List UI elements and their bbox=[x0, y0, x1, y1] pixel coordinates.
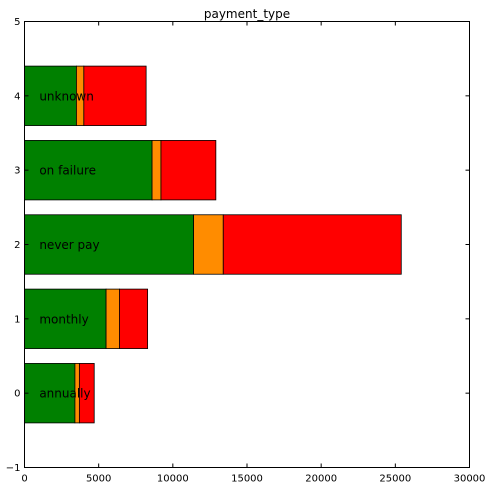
bar-on-failure-segment-0 bbox=[24, 140, 153, 201]
x-tick-label: 25000 bbox=[379, 474, 411, 485]
bar-on-failure-segment-1 bbox=[151, 140, 162, 201]
bar-annually-segment-0 bbox=[24, 363, 76, 424]
y-tick-label: 2 bbox=[14, 240, 20, 251]
x-tick-label: 30000 bbox=[454, 474, 486, 485]
x-tick-label: 5000 bbox=[86, 474, 111, 485]
bars-layer bbox=[24, 65, 402, 424]
bar-labels-layer: annually monthly never pay on failure unknow… bbox=[39, 89, 99, 400]
y-tick-label: 1 bbox=[14, 314, 20, 325]
plot-frame bbox=[24, 21, 470, 468]
y-tick-label: 0 bbox=[14, 389, 20, 400]
bar-label-annually: annually bbox=[39, 387, 90, 401]
bar-on-failure-segment-2 bbox=[160, 140, 217, 201]
bar-never-pay-segment-1 bbox=[193, 214, 224, 275]
bar-label-never-pay: never pay bbox=[39, 238, 99, 252]
x-tick-label: 15000 bbox=[231, 474, 263, 485]
x-tick-label: 10000 bbox=[157, 474, 189, 485]
bar-never-pay-segment-2 bbox=[222, 214, 402, 275]
bar-monthly-segment-2 bbox=[119, 288, 149, 349]
bar-never-pay-segment-0 bbox=[24, 214, 195, 275]
y-tick-label: −1 bbox=[6, 463, 21, 474]
x-tick-label: 0 bbox=[21, 474, 27, 485]
bar-annually-segment-2 bbox=[78, 363, 95, 424]
bar-label-unknown: unknown bbox=[39, 89, 94, 103]
x-tick-label: 20000 bbox=[305, 474, 337, 485]
bar-unknown-segment-2 bbox=[83, 65, 147, 126]
y-tick-label: 5 bbox=[14, 17, 20, 28]
bar-label-monthly: monthly bbox=[39, 312, 88, 326]
bar-monthly-segment-1 bbox=[105, 288, 120, 349]
bar-label-on-failure: on failure bbox=[39, 164, 96, 178]
chart-title: payment_type bbox=[204, 7, 290, 21]
y-tick-label: 4 bbox=[14, 91, 20, 102]
y-tick-label: 3 bbox=[14, 166, 20, 177]
